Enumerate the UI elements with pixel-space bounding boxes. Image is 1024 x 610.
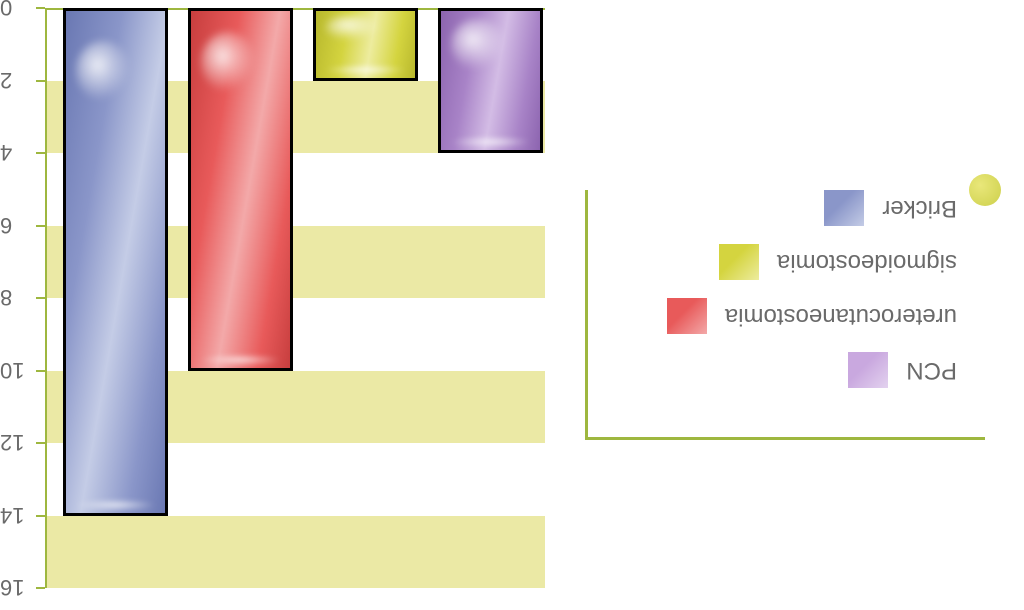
legend: PCN ureterocutaneostomia sigmoideostomia Br… [585,190,985,440]
legend-label: PCN [906,356,957,384]
y-tick [36,587,45,589]
y-tick-label: 6 [0,212,30,238]
y-tick [36,7,45,9]
legend-swatch [824,190,864,226]
y-tick-label: 10 [0,357,30,383]
legend-item: Bricker [588,190,957,226]
grid-band [45,516,545,589]
y-tick [36,370,45,372]
bar-pcn [438,8,543,153]
y-tick-label: 8 [0,284,30,310]
y-tick-label: 4 [0,139,30,165]
y-tick [36,225,45,227]
bar-bricker [63,8,168,516]
y-tick-label: 16 [0,574,30,600]
chart-container: 0 2 4 6 8 10 12 14 16 [0,0,560,610]
y-tick [36,515,45,517]
legend-item: ureterocutaneostomia [588,298,957,334]
y-tick [36,442,45,444]
y-tick [36,80,45,82]
legend-swatch [719,244,759,280]
y-tick [36,152,45,154]
y-tick-label: 0 [0,0,30,20]
legend-swatch [848,352,888,388]
legend-item: PCN [588,352,957,388]
bar-sigmoideostomia [313,8,418,81]
y-tick-label: 14 [0,502,30,528]
legend-label: sigmoideostomia [777,248,957,276]
y-tick-label: 2 [0,67,30,93]
legend-items: PCN ureterocutaneostomia sigmoideostomia Br… [588,190,985,408]
y-tick-label: 12 [0,429,30,455]
y-axis-line [45,8,47,588]
legend-label: ureterocutaneostomia [725,302,957,330]
bar-ureterocutaneostomia [188,8,293,371]
legend-swatch [667,298,707,334]
legend-label: Bricker [882,194,957,222]
y-tick [36,297,45,299]
legend-item: sigmoideostomia [588,244,957,280]
